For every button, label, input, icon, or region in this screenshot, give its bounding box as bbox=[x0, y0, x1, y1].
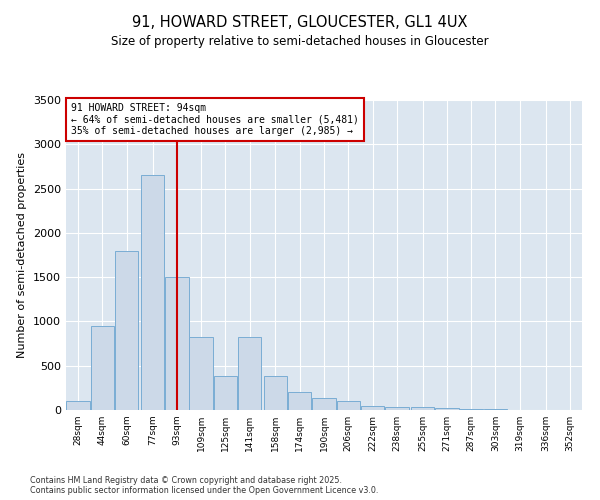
Bar bbox=[115, 250, 139, 410]
Bar bbox=[141, 176, 164, 410]
Y-axis label: Number of semi-detached properties: Number of semi-detached properties bbox=[17, 152, 28, 358]
Bar bbox=[435, 408, 458, 410]
Text: 91 HOWARD STREET: 94sqm
← 64% of semi-detached houses are smaller (5,481)
35% of: 91 HOWARD STREET: 94sqm ← 64% of semi-de… bbox=[71, 103, 359, 136]
Bar bbox=[385, 407, 409, 410]
Bar bbox=[411, 408, 434, 410]
Bar bbox=[214, 376, 237, 410]
Bar bbox=[263, 376, 287, 410]
Bar bbox=[361, 406, 385, 410]
Bar bbox=[460, 408, 483, 410]
Bar bbox=[67, 401, 90, 410]
Bar bbox=[312, 398, 336, 410]
Bar bbox=[484, 409, 507, 410]
Bar bbox=[238, 338, 262, 410]
Bar bbox=[190, 338, 213, 410]
Text: 91, HOWARD STREET, GLOUCESTER, GL1 4UX: 91, HOWARD STREET, GLOUCESTER, GL1 4UX bbox=[132, 15, 468, 30]
Bar bbox=[288, 392, 311, 410]
Text: Contains HM Land Registry data © Crown copyright and database right 2025.
Contai: Contains HM Land Registry data © Crown c… bbox=[30, 476, 379, 495]
Bar bbox=[165, 277, 188, 410]
Bar bbox=[337, 401, 360, 410]
Text: Size of property relative to semi-detached houses in Gloucester: Size of property relative to semi-detach… bbox=[111, 35, 489, 48]
Bar bbox=[91, 326, 114, 410]
